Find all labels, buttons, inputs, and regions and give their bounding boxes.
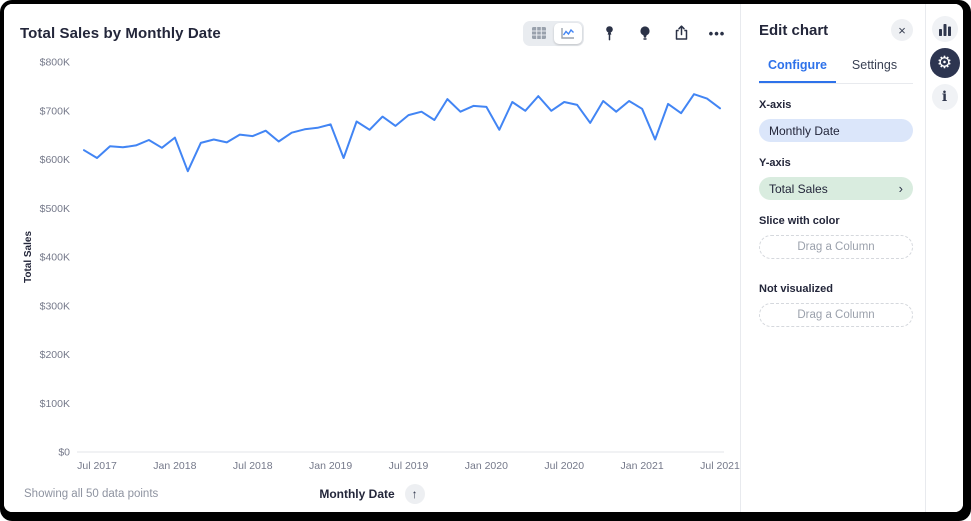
right-icon-rail: ⚙ i (926, 4, 963, 512)
svg-text:$200K: $200K (40, 349, 70, 361)
svg-text:Jul 2017: Jul 2017 (77, 460, 117, 472)
y-axis-column-value: Total Sales (769, 181, 828, 196)
panel-title: Edit chart (759, 21, 829, 39)
svg-text:$400K: $400K (40, 252, 70, 264)
not-visualized-drop-zone[interactable]: Drag a Column (759, 303, 913, 327)
x-axis-label[interactable]: Monthly Date (319, 487, 395, 501)
close-panel-button[interactable]: × (891, 19, 913, 41)
edit-chart-panel: Edit chart × Configure Settings X-axis M… (740, 4, 926, 512)
share-upload-icon (675, 25, 687, 40)
tab-configure[interactable]: Configure (759, 50, 836, 83)
data-points-note: Showing all 50 data points (24, 488, 159, 500)
y-axis-column-pill[interactable]: Total Sales › (759, 177, 913, 200)
svg-text:Jan 2019: Jan 2019 (309, 460, 352, 472)
sales-line-chart: $0 $100K $200K $300K $400K $500K $600K $700K $80… (23, 57, 740, 472)
sort-ascending-button[interactable]: ↑ (404, 484, 425, 504)
x-axis-column-pill[interactable]: Monthly Date (759, 119, 913, 142)
not-visualized-label: Not visualized (759, 283, 833, 295)
y-axis-section-label: Y-axis (759, 157, 791, 169)
x-axis-section-label: X-axis (759, 99, 792, 111)
svg-text:$800K: $800K (40, 57, 70, 69)
y-axis-section: Y-axis Total Sales › (759, 157, 913, 200)
svg-text:Jul 2019: Jul 2019 (389, 460, 429, 472)
svg-text:$600K: $600K (40, 154, 70, 166)
table-view-button[interactable] (525, 23, 553, 44)
svg-text:Jan 2021: Jan 2021 (621, 460, 664, 472)
svg-text:$300K: $300K (40, 300, 70, 312)
panel-header: Edit chart × (759, 16, 913, 44)
slice-drop-zone[interactable]: Drag a Column (759, 235, 913, 259)
tab-settings[interactable]: Settings (851, 58, 898, 72)
view-toggle (523, 20, 584, 46)
info-button[interactable]: i (931, 84, 958, 110)
svg-text:Jul 2021: Jul 2021 (700, 460, 740, 472)
x-axis-section: X-axis Monthly Date (759, 99, 913, 142)
arrow-up-icon: ↑ (411, 487, 418, 501)
svg-text:Jan 2020: Jan 2020 (465, 460, 508, 472)
bar-chart-icon (938, 23, 951, 36)
svg-text:$100K: $100K (40, 398, 70, 410)
slice-section: Slice with color Drag a Column (759, 215, 913, 259)
share-button[interactable] (670, 22, 692, 44)
svg-text:Total Sales: Total Sales (23, 231, 34, 283)
lightbulb-icon (640, 26, 650, 40)
info-icon: i (941, 89, 948, 105)
chart-title: Total Sales by Monthly Date (20, 24, 221, 42)
chart-settings-button[interactable]: ⚙ (929, 48, 960, 78)
not-visualized-section: Not visualized Drag a Column (759, 283, 913, 327)
slice-section-label: Slice with color (759, 215, 840, 227)
x-axis-label-group: Monthly Date ↑ (4, 484, 740, 504)
visualization-app: Total Sales by Monthly Date (4, 4, 963, 512)
ellipsis-icon: ••• (708, 25, 726, 41)
svg-text:$500K: $500K (40, 203, 70, 215)
pin-button[interactable] (598, 22, 620, 44)
panel-tabs: Configure Settings (759, 50, 913, 84)
chart-view-button[interactable] (554, 22, 582, 44)
insight-button[interactable] (634, 22, 656, 44)
svg-text:Jan 2018: Jan 2018 (153, 460, 196, 472)
svg-text:Jul 2018: Jul 2018 (233, 460, 273, 472)
svg-text:$700K: $700K (40, 105, 70, 117)
gear-icon: ⚙ (936, 53, 953, 72)
chart-toolbar: ••• (523, 20, 728, 46)
chart-header: Total Sales by Monthly Date (20, 18, 736, 48)
chart-pane: Total Sales by Monthly Date (4, 4, 740, 512)
visualization-type-button[interactable] (931, 16, 958, 42)
close-icon: × (898, 22, 906, 38)
chevron-right-icon: › (898, 181, 903, 196)
more-options-button[interactable]: ••• (706, 22, 728, 44)
line-chart-icon (561, 28, 574, 39)
svg-text:Jul 2020: Jul 2020 (544, 460, 584, 472)
svg-text:$0: $0 (58, 447, 70, 459)
pin-icon (605, 26, 613, 41)
chart-footer: Showing all 50 data points Monthly Date … (4, 482, 740, 508)
table-icon (532, 27, 546, 39)
x-axis-column-value: Monthly Date (769, 123, 840, 138)
